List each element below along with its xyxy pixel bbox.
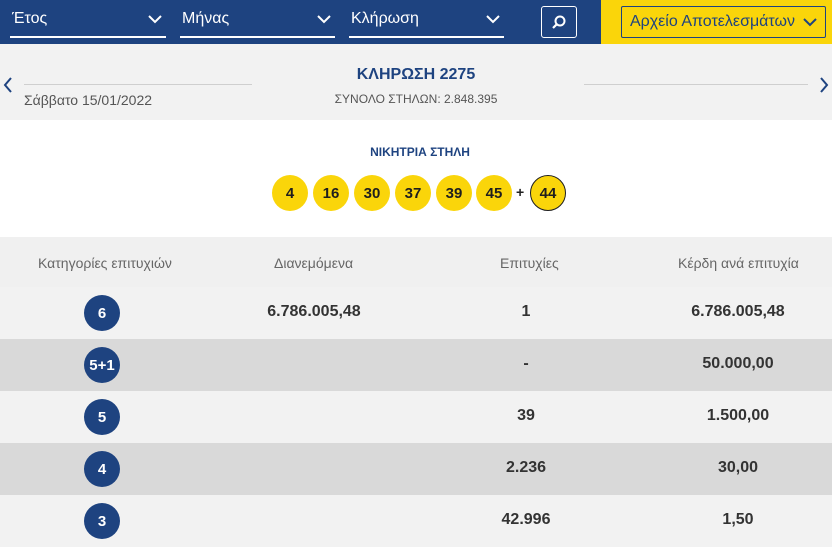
table-row: 3 42.996 1,50	[0, 495, 832, 547]
previous-draw-arrow-icon[interactable]	[2, 76, 14, 94]
category-badge: 6	[84, 295, 120, 331]
draw-dropdown[interactable]: Κλήρωση	[349, 8, 504, 38]
prize-cell: 6.786.005,48	[691, 303, 785, 320]
category-badge: 5	[84, 399, 120, 435]
category-badge: 4	[84, 451, 120, 487]
draw-title: ΚΛΗΡΩΣΗ 2275	[356, 66, 476, 83]
winners-cell: 42.996	[501, 511, 551, 528]
winners-cell: -	[523, 355, 529, 372]
table-header: Κατηγορίες επιτυχιών Διανεμόμενα Επιτυχί…	[0, 237, 832, 287]
archive-dropdown-label: Αρχείο Αποτελεσμάτων	[630, 13, 795, 30]
total-columns: ΣΥΝΟΛΟ ΣΤΗΛΩΝ: 2.848.395	[334, 92, 498, 106]
month-dropdown-label: Μήνας	[182, 10, 230, 27]
chevron-down-icon	[486, 15, 500, 24]
archive-dropdown[interactable]: Αρχείο Αποτελεσμάτων	[621, 6, 826, 38]
chevron-down-icon	[317, 15, 331, 24]
category-badge: 5+1	[84, 347, 120, 383]
winning-number-ball: 39	[436, 175, 472, 211]
plus-sign: +	[516, 184, 525, 200]
winners-cell: 39	[517, 407, 535, 424]
winning-column-label: ΝΙΚΗΤΡΙΑ ΣΤΗΛΗ	[370, 145, 470, 159]
winning-number-ball: 45	[476, 175, 512, 211]
col-header-prize: Κέρδη ανά επιτυχία	[678, 255, 799, 271]
filter-bar: Έτος Μήνας Κλήρωση Αρχείο Αποτελεσμάτων	[0, 0, 832, 44]
winners-cell: 2.236	[505, 459, 547, 476]
draw-date: Σάββατο 15/01/2022	[24, 92, 153, 108]
draw-dropdown-label: Κλήρωση	[351, 10, 419, 27]
prize-cell: 1.500,00	[706, 407, 770, 424]
year-dropdown-label: Έτος	[12, 10, 48, 27]
draw-header: Σάββατο 15/01/2022 ΚΛΗΡΩΣΗ 2275 ΣΥΝΟΛΟ Σ…	[0, 44, 832, 120]
year-dropdown[interactable]: Έτος	[10, 8, 166, 38]
winning-number-ball: 30	[354, 175, 390, 211]
archive-panel: Αρχείο Αποτελεσμάτων	[601, 0, 832, 44]
table-row: 5 39 1.500,00	[0, 391, 832, 443]
table-row: 4 2.236 30,00	[0, 443, 832, 495]
distributed-cell: 6.786.005,48	[267, 303, 361, 320]
divider	[24, 84, 252, 85]
month-dropdown[interactable]: Μήνας	[180, 8, 335, 38]
winning-number-ball: 37	[395, 175, 431, 211]
winning-number-ball: 4	[272, 175, 308, 211]
search-icon	[552, 15, 566, 29]
winning-number-ball: 16	[313, 175, 349, 211]
prize-cell: 50.000,00	[702, 355, 774, 372]
col-header-categories: Κατηγορίες επιτυχιών	[38, 255, 172, 271]
bonus-number-ball: 44	[530, 175, 566, 211]
prize-cell: 1,50	[722, 511, 754, 528]
search-button[interactable]	[541, 6, 577, 38]
winners-cell: 1	[521, 303, 531, 320]
category-badge: 3	[84, 503, 120, 539]
col-header-winners: Επιτυχίες	[500, 255, 559, 271]
prize-cell: 30,00	[717, 459, 759, 476]
divider	[584, 84, 808, 85]
chevron-down-icon	[148, 15, 162, 24]
col-header-distributed: Διανεμόμενα	[274, 255, 354, 271]
next-draw-arrow-icon[interactable]	[818, 76, 830, 94]
chevron-down-icon	[803, 18, 817, 27]
table-row: 5+1 - 50.000,00	[0, 339, 832, 391]
table-row: 6 6.786.005,48 1 6.786.005,48	[0, 287, 832, 339]
